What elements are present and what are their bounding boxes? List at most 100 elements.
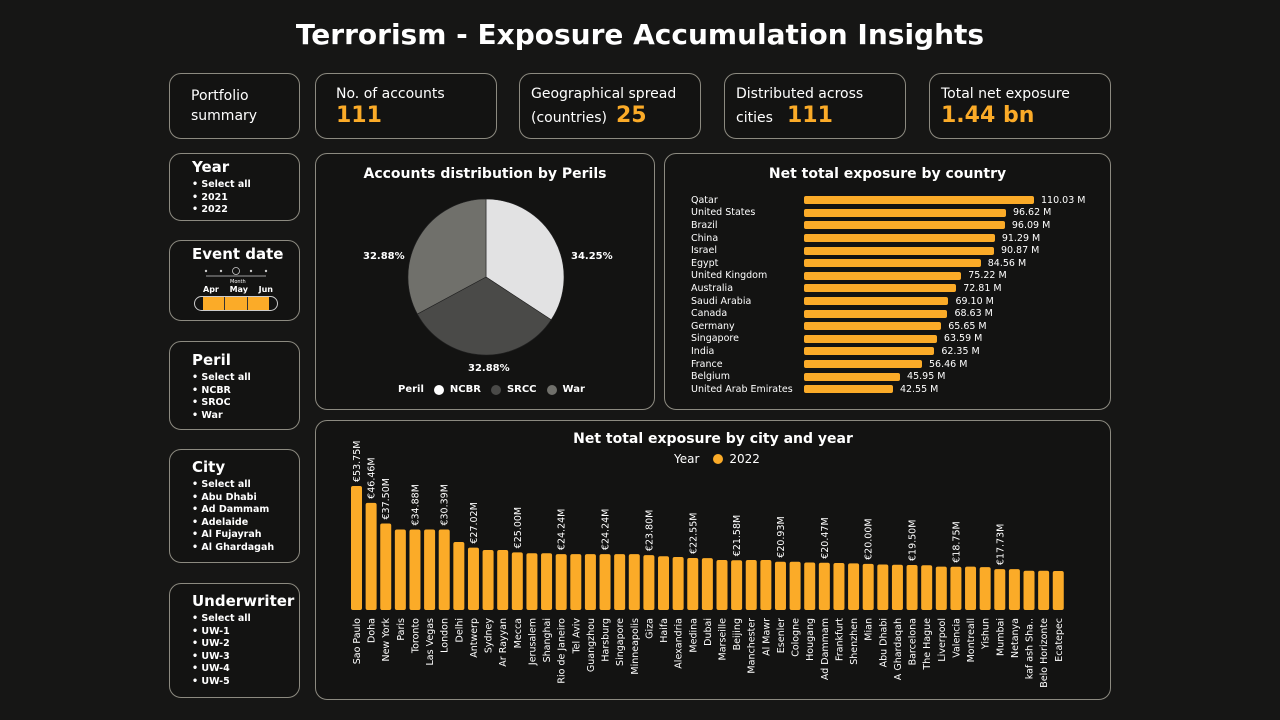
city-bar[interactable] xyxy=(862,563,874,610)
month-apr-fill[interactable] xyxy=(203,297,226,310)
city-bar[interactable] xyxy=(921,565,933,610)
year-option[interactable]: Select all xyxy=(192,179,299,192)
city-bar[interactable] xyxy=(511,552,523,610)
city-option[interactable]: Select all xyxy=(192,479,299,492)
country-bar[interactable] xyxy=(804,246,994,255)
country-row[interactable]: Brazil 96.09 M xyxy=(691,219,1111,232)
country-bar[interactable] xyxy=(804,385,893,394)
country-bar[interactable] xyxy=(804,221,1005,230)
year-option[interactable]: 2021 xyxy=(192,192,299,205)
city-bar[interactable] xyxy=(1052,571,1064,610)
year-option[interactable]: 2022 xyxy=(192,204,299,217)
pie-slice-srcc[interactable] xyxy=(416,276,552,356)
peril-option[interactable]: Select all xyxy=(192,372,299,385)
country-row[interactable]: France 56.46 M xyxy=(691,358,1111,371)
country-bar[interactable] xyxy=(804,196,1034,205)
city-bar[interactable] xyxy=(438,529,450,610)
country-bar[interactable] xyxy=(804,322,942,331)
city-bar[interactable] xyxy=(643,555,655,610)
city-bar[interactable] xyxy=(658,556,670,610)
country-bar[interactable] xyxy=(804,309,948,318)
city-bar[interactable] xyxy=(467,547,479,610)
month-jun-fill[interactable] xyxy=(247,297,269,310)
country-row[interactable]: United Arab Emirates 42.55 M xyxy=(691,383,1111,396)
country-row[interactable]: United States 96.62 M xyxy=(691,207,1111,220)
city-bar[interactable] xyxy=(716,559,728,610)
city-bar[interactable] xyxy=(935,566,947,610)
underwriter-option[interactable]: UW-5 xyxy=(192,676,299,689)
city-bar[interactable] xyxy=(789,561,801,610)
city-bar[interactable] xyxy=(979,567,991,610)
country-bar[interactable] xyxy=(804,284,957,293)
city-bar[interactable] xyxy=(394,529,406,610)
country-row[interactable]: India 62.35 M xyxy=(691,345,1111,358)
country-row[interactable]: Qatar 110.03 M xyxy=(691,194,1111,207)
date-granularity-scale[interactable] xyxy=(200,266,272,286)
country-bar[interactable] xyxy=(804,334,937,343)
legend-srcc[interactable]: SRCC xyxy=(506,384,537,395)
city-option[interactable]: Ad Dammam xyxy=(192,504,299,517)
city-option[interactable]: Al Fujayrah xyxy=(192,529,299,542)
city-bar[interactable] xyxy=(760,559,772,610)
city-bar[interactable] xyxy=(1008,569,1020,610)
country-row[interactable]: Egypt 84.56 M xyxy=(691,257,1111,270)
city-bar[interactable] xyxy=(482,550,494,610)
peril-option[interactable]: SROC xyxy=(192,397,299,410)
country-bar[interactable] xyxy=(804,259,981,268)
city-bar[interactable] xyxy=(599,554,611,610)
country-bar[interactable] xyxy=(804,234,995,243)
month-range-slider[interactable] xyxy=(194,296,278,311)
city-bar[interactable] xyxy=(774,561,786,610)
city-bar[interactable] xyxy=(584,554,596,610)
city-bar[interactable] xyxy=(453,541,465,610)
city-bar[interactable] xyxy=(877,564,889,610)
city-bar[interactable] xyxy=(1023,570,1035,610)
country-bar[interactable] xyxy=(804,360,923,369)
peril-option[interactable]: War xyxy=(192,410,299,423)
city-bar[interactable] xyxy=(541,553,553,610)
city-bar[interactable] xyxy=(965,566,977,610)
country-row[interactable]: Germany 65.65 M xyxy=(691,320,1111,333)
city-option[interactable]: Abu Dhabi xyxy=(192,492,299,505)
city-bar[interactable] xyxy=(497,550,509,610)
country-row[interactable]: Singapore 63.59 M xyxy=(691,333,1111,346)
country-row[interactable]: United Kingdom 75.22 M xyxy=(691,270,1111,283)
city-bar[interactable] xyxy=(906,565,918,610)
city-bar[interactable] xyxy=(672,556,684,610)
city-bar[interactable] xyxy=(555,554,567,610)
legend-ncbr[interactable]: NCBR xyxy=(449,384,481,395)
city-bar[interactable] xyxy=(628,554,640,610)
pie-slice-war[interactable] xyxy=(407,198,487,315)
country-bar[interactable] xyxy=(804,297,949,306)
city-bar[interactable] xyxy=(526,553,538,610)
country-row[interactable]: Israel 90.87 M xyxy=(691,244,1111,257)
city-bar[interactable] xyxy=(1038,570,1050,610)
city-bar[interactable] xyxy=(891,564,903,610)
underwriter-option[interactable]: UW-4 xyxy=(192,663,299,676)
city-bar[interactable] xyxy=(365,502,377,610)
city-bar[interactable] xyxy=(745,559,757,610)
city-bar[interactable] xyxy=(614,554,626,610)
legend-war[interactable]: War xyxy=(562,384,585,395)
city-bar[interactable] xyxy=(804,562,816,610)
city-bar[interactable] xyxy=(950,566,962,610)
city-bar[interactable] xyxy=(570,554,582,610)
country-bar[interactable] xyxy=(804,347,935,356)
city-bar[interactable] xyxy=(994,569,1006,610)
peril-option[interactable]: NCBR xyxy=(192,385,299,398)
underwriter-option[interactable]: Select all xyxy=(192,613,299,626)
city-bar[interactable] xyxy=(380,523,392,610)
month-may-fill[interactable] xyxy=(225,297,248,310)
city-bar[interactable] xyxy=(833,562,845,610)
city-bar[interactable] xyxy=(731,560,743,610)
country-row[interactable]: China 91.29 M xyxy=(691,232,1111,245)
country-row[interactable]: Australia 72.81 M xyxy=(691,282,1111,295)
underwriter-option[interactable]: UW-1 xyxy=(192,626,299,639)
city-bar[interactable] xyxy=(687,557,699,610)
city-bar[interactable] xyxy=(818,562,830,610)
underwriter-option[interactable]: UW-3 xyxy=(192,651,299,664)
city-bar[interactable] xyxy=(701,558,713,610)
country-row[interactable]: Saudi Arabia 69.10 M xyxy=(691,295,1111,308)
country-row[interactable]: Belgium 45.95 M xyxy=(691,370,1111,383)
city-bar[interactable] xyxy=(351,486,362,610)
